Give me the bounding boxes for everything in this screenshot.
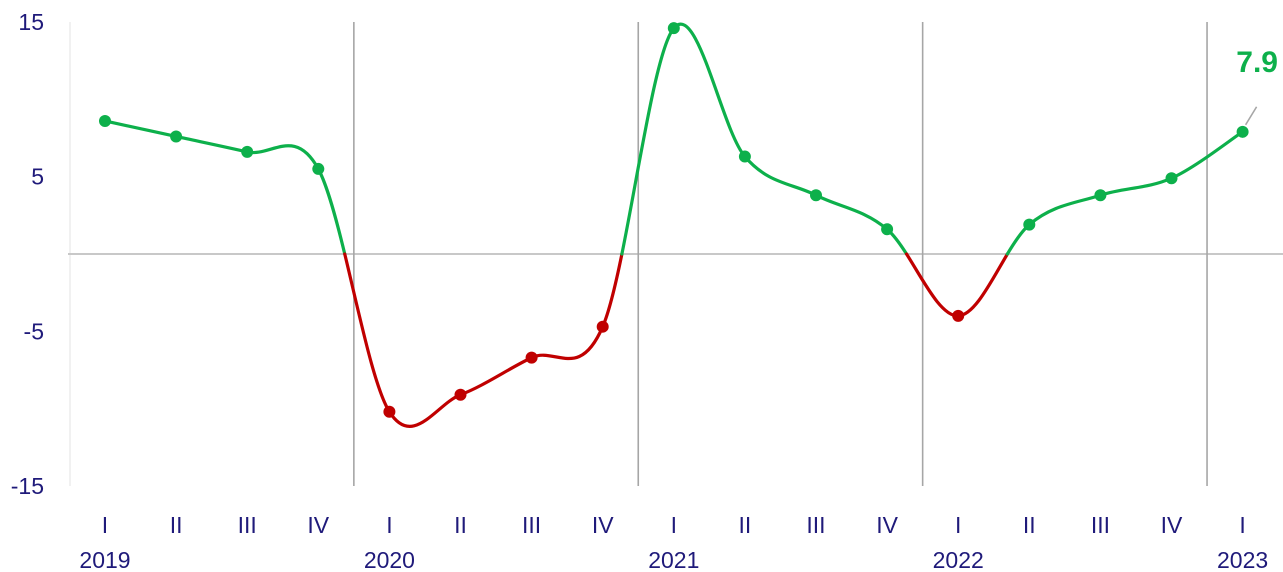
y-tick-label: 15	[18, 9, 44, 35]
line-segment	[458, 356, 534, 397]
data-point	[383, 405, 396, 418]
year-label: 2021	[648, 547, 699, 572]
data-point	[1094, 189, 1107, 202]
data-point	[99, 114, 111, 127]
x-tick-label: IV	[876, 512, 898, 538]
x-tick-label: III	[1091, 512, 1110, 538]
x-tick-label: II	[1023, 512, 1036, 538]
data-point	[1023, 218, 1036, 231]
line-segment	[904, 252, 960, 318]
data-point	[1165, 172, 1178, 185]
data-point	[596, 320, 609, 333]
data-point	[667, 22, 680, 35]
line-segment	[530, 325, 605, 361]
data-point	[810, 189, 822, 202]
x-tick-label: II	[170, 512, 183, 538]
x-axis-year-labels: 2019 2020 2021 2022 2023	[79, 547, 1268, 572]
year-label: 2019	[79, 547, 130, 572]
x-tick-label: III	[806, 512, 825, 538]
x-tick-label: II	[739, 512, 752, 538]
data-point	[952, 309, 965, 322]
x-tick-label: I	[1239, 512, 1245, 538]
y-tick-label: 5	[31, 164, 44, 190]
data-point	[241, 145, 254, 158]
x-tick-label: II	[454, 512, 467, 538]
x-tick-label: I	[671, 512, 677, 538]
line-segment	[1098, 176, 1174, 197]
y-axis-ticks: 15 5 -5 -15	[11, 9, 44, 499]
y-tick-label: -15	[11, 473, 44, 499]
x-tick-label: IV	[592, 512, 614, 538]
line-segment	[174, 134, 249, 154]
data-point	[454, 388, 467, 401]
line-segment	[620, 26, 676, 256]
data-points	[99, 22, 1249, 418]
line-segment	[672, 22, 747, 159]
year-label: 2020	[364, 547, 415, 572]
x-tick-label: III	[522, 512, 541, 538]
last-value-annotation: 7.9	[1236, 46, 1278, 126]
line-segment	[245, 144, 320, 171]
x-tick-label: III	[238, 512, 257, 538]
line-segment	[103, 119, 178, 139]
y-tick-label: -5	[24, 318, 44, 344]
x-tick-label: I	[386, 512, 392, 538]
line-segment	[956, 252, 1009, 318]
data-point	[738, 150, 751, 163]
data-point	[525, 351, 538, 364]
data-point	[1236, 125, 1249, 138]
line-segment	[387, 393, 463, 428]
series-line	[103, 22, 1245, 428]
data-point	[170, 130, 183, 143]
year-label: 2022	[933, 547, 984, 572]
data-point	[881, 223, 894, 236]
x-tick-label: IV	[1161, 512, 1183, 538]
line-segment	[743, 154, 818, 197]
data-point	[312, 162, 325, 175]
grid-layer	[68, 22, 1283, 486]
line-segment	[316, 167, 347, 256]
line-segment	[814, 193, 889, 231]
x-axis-quarter-ticks: I II III IV I II III IV I II III IV I II III IV I	[102, 512, 1246, 538]
last-value-leader-line	[1244, 106, 1258, 126]
last-value-label: 7.9	[1236, 46, 1278, 79]
year-label: 2023	[1217, 547, 1268, 572]
line-segment	[1027, 193, 1102, 227]
x-tick-label: I	[955, 512, 961, 538]
x-tick-label: IV	[307, 512, 329, 538]
x-tick-label: I	[102, 512, 108, 538]
line-segment	[343, 252, 391, 414]
line-segment	[601, 252, 624, 329]
